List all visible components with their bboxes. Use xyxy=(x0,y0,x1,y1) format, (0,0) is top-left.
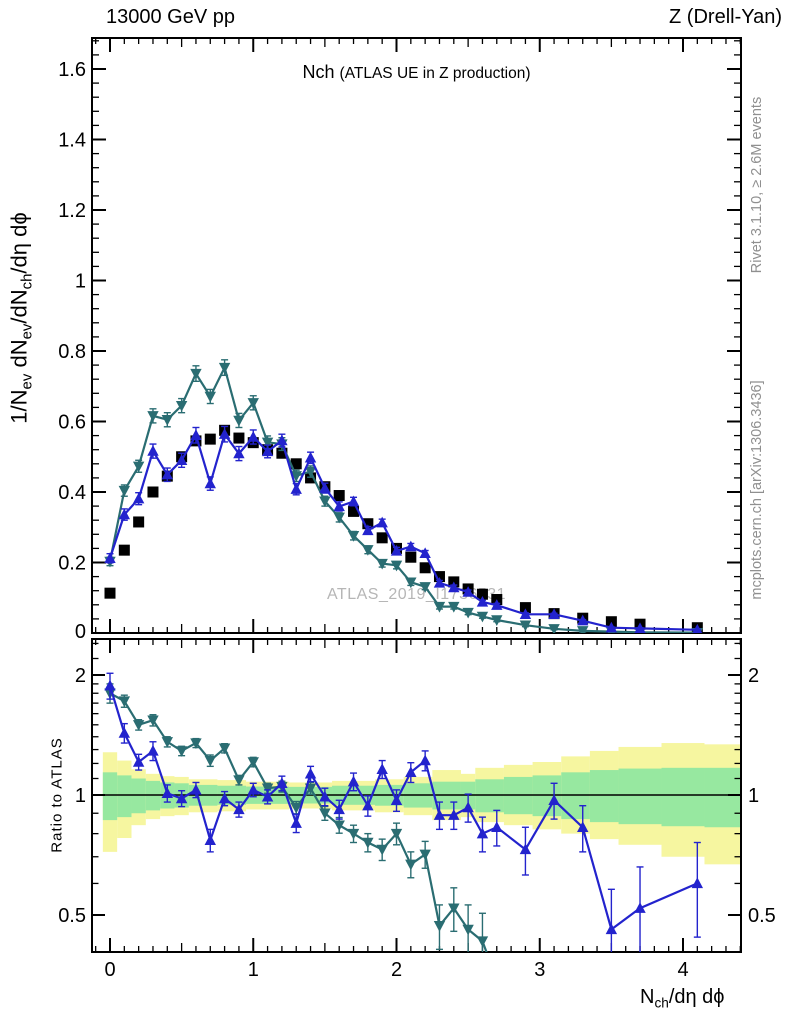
svg-text:0.5: 0.5 xyxy=(58,905,86,927)
svg-text:1.6: 1.6 xyxy=(58,59,86,81)
main-series-herwig xyxy=(104,359,704,633)
svg-text:1: 1 xyxy=(75,271,86,293)
plot-title-main: Nch xyxy=(302,62,335,82)
label-text: dN xyxy=(6,339,32,374)
label-text: /dη dϕ xyxy=(6,212,32,274)
label-text: N xyxy=(640,986,655,1008)
plot-title: Nch (ATLAS UE in Z production) xyxy=(92,62,741,83)
svg-text:2: 2 xyxy=(75,665,86,687)
axis-tick-labels: 0 0.2 0.4 0.6 0.8 1 1.2 1.4 1.6 2 2 1 1 0.5 0.5 0 1 2 3 4 xyxy=(58,59,776,981)
ratio-series-herwig xyxy=(104,683,489,952)
svg-text:0.6: 0.6 xyxy=(58,412,86,434)
svg-text:0.8: 0.8 xyxy=(58,341,86,363)
svg-text:0.4: 0.4 xyxy=(58,482,86,504)
label-subscript: ev xyxy=(18,323,36,340)
main-series-atlas xyxy=(104,424,703,633)
process-label: Z (Drell-Yan) xyxy=(669,6,782,28)
svg-text:1.2: 1.2 xyxy=(58,200,86,222)
rivet-version-note: Rivet 3.1.10, ≥ 2.6M events xyxy=(749,96,765,274)
x-axis-label: Nch/dη dϕ xyxy=(640,986,725,1010)
label-text: 1/N xyxy=(6,389,32,424)
ratio-y-axis-label: Ratio to ATLAS xyxy=(48,737,66,853)
svg-text:2: 2 xyxy=(748,665,759,687)
ratio-series-pythia xyxy=(104,672,704,952)
label-text: /dN xyxy=(6,289,32,324)
plot-title-paren: (ATLAS UE in Z production) xyxy=(339,65,531,82)
label-text: /dη dϕ xyxy=(668,986,725,1008)
svg-text:1: 1 xyxy=(75,785,86,807)
label-subscript: ch xyxy=(18,273,36,290)
svg-text:3: 3 xyxy=(534,959,545,981)
label-subscript: ev xyxy=(18,373,36,390)
svg-text:4: 4 xyxy=(677,959,688,981)
svg-text:0: 0 xyxy=(75,621,86,643)
svg-text:0.2: 0.2 xyxy=(58,553,86,575)
ratio-uncertainty-bands xyxy=(102,743,741,865)
main-y-axis-label: 1/Nev dNev/dNch/dη dϕ xyxy=(7,212,36,423)
svg-text:0.5: 0.5 xyxy=(748,905,776,927)
svg-text:2: 2 xyxy=(391,959,402,981)
main-series-pythia xyxy=(104,425,703,633)
mcplots-note: mcplots.cern.ch [arXiv:1306.3436] xyxy=(749,380,765,600)
svg-text:0: 0 xyxy=(104,959,115,981)
svg-text:1.4: 1.4 xyxy=(58,130,86,152)
axis-ticks xyxy=(92,38,741,952)
svg-text:1: 1 xyxy=(248,959,259,981)
beam-energy-label: 13000 GeV pp xyxy=(106,6,235,28)
label-subscript: ch xyxy=(654,995,669,1011)
svg-text:1: 1 xyxy=(748,785,759,807)
